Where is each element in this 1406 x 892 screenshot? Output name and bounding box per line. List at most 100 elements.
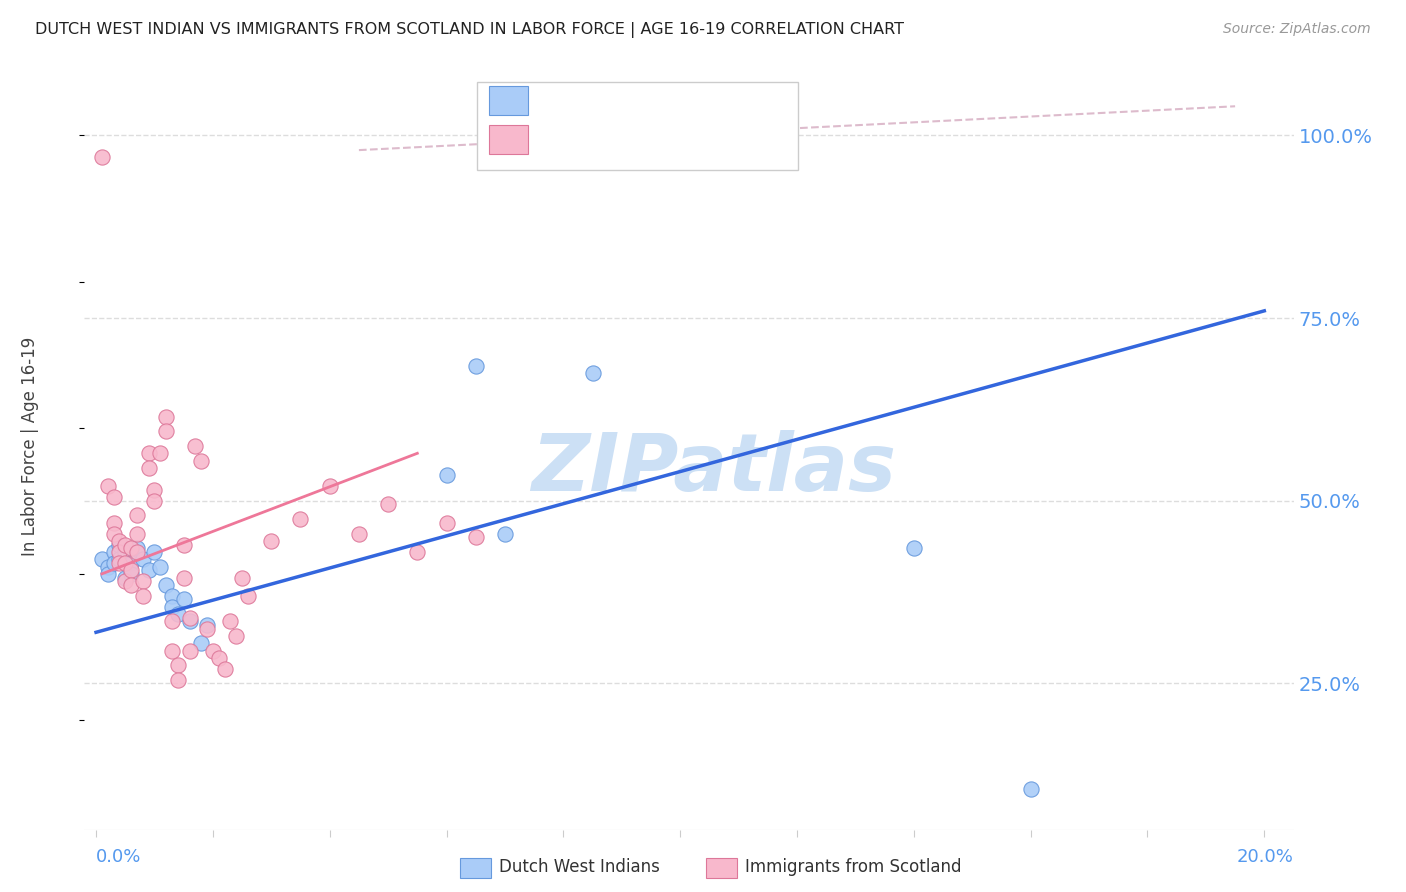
Point [173, 592, 195, 607]
FancyBboxPatch shape [489, 87, 529, 115]
Point [114, 574, 136, 589]
Point [260, 533, 283, 548]
Point [149, 559, 172, 574]
Point [160, 643, 183, 657]
Point [103, 526, 125, 541]
Point [103, 556, 125, 570]
Point [114, 538, 136, 552]
Text: DUTCH WEST INDIAN VS IMMIGRANTS FROM SCOTLAND IN LABOR FORCE | AGE 16-19 CORRELA: DUTCH WEST INDIAN VS IMMIGRANTS FROM SCO… [35, 22, 904, 38]
Point [108, 552, 131, 566]
Point [108, 538, 131, 552]
Point [120, 541, 142, 556]
Point [464, 359, 486, 373]
Text: Immigrants from Scotland: Immigrants from Scotland [745, 858, 962, 876]
Point [120, 556, 142, 570]
Point [132, 552, 155, 566]
Point [114, 570, 136, 584]
Point [120, 563, 142, 577]
Point [90, 552, 112, 566]
Text: N =: N = [655, 91, 709, 111]
FancyBboxPatch shape [478, 81, 797, 169]
Point [225, 629, 247, 643]
Point [97, 566, 120, 581]
Point [160, 589, 183, 603]
Point [114, 556, 136, 570]
Point [436, 516, 458, 530]
Point [173, 538, 195, 552]
Text: 20.0%: 20.0% [1237, 847, 1294, 866]
Point [166, 673, 188, 687]
Point [173, 570, 195, 584]
Point [201, 643, 224, 657]
Point [318, 479, 340, 493]
Text: ZIPatlas: ZIPatlas [530, 430, 896, 508]
Point [125, 526, 148, 541]
FancyBboxPatch shape [489, 125, 529, 153]
Point [103, 516, 125, 530]
Point [160, 599, 183, 614]
Point [195, 622, 218, 636]
Point [184, 439, 207, 453]
Point [208, 651, 231, 665]
Point [114, 545, 136, 559]
Text: In Labor Force | Age 16-19: In Labor Force | Age 16-19 [21, 336, 39, 556]
Point [155, 425, 177, 439]
Text: R =: R = [540, 91, 581, 111]
Point [108, 533, 131, 548]
Point [236, 589, 259, 603]
Point [143, 545, 166, 559]
Point [138, 461, 160, 475]
Point [494, 526, 516, 541]
Text: 29: 29 [720, 91, 745, 111]
Point [155, 409, 177, 424]
Point [179, 615, 201, 629]
Point [103, 490, 125, 504]
Point [231, 570, 253, 584]
Point [464, 530, 486, 544]
Text: 52: 52 [720, 129, 745, 149]
Point [143, 483, 166, 497]
Point [155, 578, 177, 592]
Point [166, 607, 188, 621]
Point [179, 643, 201, 657]
Point [179, 610, 201, 624]
Point [347, 526, 370, 541]
Point [219, 615, 242, 629]
Point [160, 615, 183, 629]
Point [108, 545, 131, 559]
Point [190, 636, 212, 650]
Text: Dutch West Indians: Dutch West Indians [499, 858, 659, 876]
Point [903, 541, 925, 556]
Point [90, 150, 112, 164]
Point [103, 545, 125, 559]
Point [190, 453, 212, 467]
Point [138, 563, 160, 577]
Point [581, 366, 603, 380]
Point [125, 545, 148, 559]
Point [97, 479, 120, 493]
Text: N =: N = [655, 129, 709, 149]
Text: 0.0%: 0.0% [96, 847, 142, 866]
Point [125, 508, 148, 523]
Point [120, 578, 142, 592]
Point [290, 512, 312, 526]
Point [195, 618, 218, 632]
Text: R =: R = [540, 129, 581, 149]
Point [166, 658, 188, 673]
Text: 0.412: 0.412 [589, 91, 647, 111]
Point [125, 541, 148, 556]
Point [97, 559, 120, 574]
Point [143, 493, 166, 508]
Point [149, 446, 172, 460]
Point [377, 498, 399, 512]
Point [108, 556, 131, 570]
Point [214, 662, 236, 676]
Text: 0.284: 0.284 [589, 129, 648, 149]
Point [436, 468, 458, 483]
Point [1019, 782, 1042, 797]
Text: Source: ZipAtlas.com: Source: ZipAtlas.com [1223, 22, 1371, 37]
Point [120, 566, 142, 581]
Point [138, 446, 160, 460]
Point [132, 589, 155, 603]
Point [132, 574, 155, 589]
